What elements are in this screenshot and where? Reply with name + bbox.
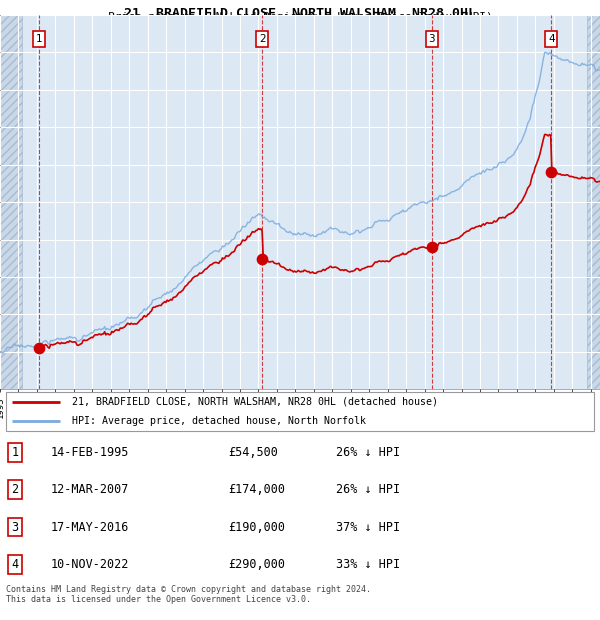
FancyBboxPatch shape	[6, 392, 594, 431]
Text: HPI: Average price, detached house, North Norfolk: HPI: Average price, detached house, Nort…	[72, 416, 366, 426]
Text: 1: 1	[36, 34, 43, 44]
Bar	[587, 15, 600, 389]
Bar	[0, 15, 22, 389]
Point	[257, 254, 267, 264]
Text: Contains HM Land Registry data © Crown copyright and database right 2024.
This d: Contains HM Land Registry data © Crown c…	[6, 585, 371, 604]
Text: 33% ↓ HPI: 33% ↓ HPI	[336, 558, 400, 571]
Text: 10-NOV-2022: 10-NOV-2022	[51, 558, 130, 571]
Point	[34, 343, 44, 353]
Text: 14-FEB-1995: 14-FEB-1995	[51, 446, 130, 459]
Text: £190,000: £190,000	[228, 521, 285, 534]
Point	[547, 167, 556, 177]
Text: 4: 4	[11, 558, 19, 571]
Text: Price paid vs. HM Land Registry's House Price Index (HPI): Price paid vs. HM Land Registry's House …	[107, 12, 493, 22]
Point	[427, 242, 436, 252]
Text: 3: 3	[428, 34, 435, 44]
Text: 26% ↓ HPI: 26% ↓ HPI	[336, 446, 400, 459]
Text: £54,500: £54,500	[228, 446, 278, 459]
Text: 4: 4	[548, 34, 554, 44]
Text: £290,000: £290,000	[228, 558, 285, 571]
Text: 26% ↓ HPI: 26% ↓ HPI	[336, 483, 400, 496]
Text: 21, BRADFIELD CLOSE, NORTH WALSHAM, NR28 0HL: 21, BRADFIELD CLOSE, NORTH WALSHAM, NR28…	[124, 7, 476, 20]
Text: 37% ↓ HPI: 37% ↓ HPI	[336, 521, 400, 534]
Text: 17-MAY-2016: 17-MAY-2016	[51, 521, 130, 534]
Text: 3: 3	[11, 521, 19, 534]
Text: 12-MAR-2007: 12-MAR-2007	[51, 483, 130, 496]
Text: 2: 2	[11, 483, 19, 496]
Text: 21, BRADFIELD CLOSE, NORTH WALSHAM, NR28 0HL (detached house): 21, BRADFIELD CLOSE, NORTH WALSHAM, NR28…	[72, 397, 438, 407]
Text: 2: 2	[259, 34, 266, 44]
Text: 1: 1	[11, 446, 19, 459]
Text: £174,000: £174,000	[228, 483, 285, 496]
